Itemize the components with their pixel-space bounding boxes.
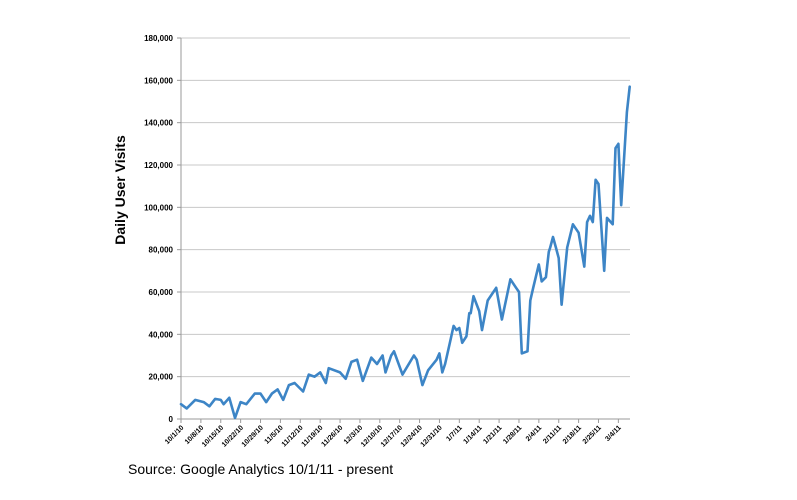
y-tick-label: 120,000 xyxy=(144,161,173,170)
series-line xyxy=(179,85,632,420)
x-tick-label: 10/1/10 xyxy=(164,424,186,446)
x-tick-label: 2/11/11 xyxy=(542,424,563,445)
y-tick-label: 160,000 xyxy=(144,76,173,85)
x-tick-label: 10/29/10 xyxy=(241,424,265,448)
x-tick-label: 3/4/11 xyxy=(604,424,623,443)
y-tick-label: 0 xyxy=(169,415,174,424)
x-tick-label: 2/25/11 xyxy=(582,424,603,445)
x-tick-label: 1/28/11 xyxy=(502,424,523,445)
y-tick-label: 140,000 xyxy=(144,119,173,128)
x-tick-label: 2/18/11 xyxy=(562,424,583,445)
y-tick-label: 20,000 xyxy=(149,373,174,382)
y-axis-tick-labels: 0 20,000 40,000 60,000 80,000 100,000 120,000 1… xyxy=(144,34,173,424)
x-axis-tick-labels: 10/1/1010/8/1010/15/1010/22/1010/29/1011… xyxy=(164,424,623,448)
gridlines xyxy=(177,37,630,423)
y-tick-label: 60,000 xyxy=(149,288,174,297)
source-note: Source: Google Analytics 10/1/11 - prese… xyxy=(128,461,394,477)
y-tick-label: 100,000 xyxy=(144,203,173,212)
y-tick-label: 80,000 xyxy=(149,246,174,255)
x-tick-label: 2/4/11 xyxy=(525,424,544,443)
y-tick-label: 180,000 xyxy=(144,34,173,43)
series-daily-user-visits xyxy=(179,85,632,420)
x-tick-label: 12/31/10 xyxy=(420,424,444,448)
x-tick-label: 1/7/11 xyxy=(445,424,464,443)
y-tick-label: 40,000 xyxy=(149,330,174,339)
x-tick-label: 11/26/10 xyxy=(321,424,345,448)
x-tick-label: 1/21/11 xyxy=(482,424,503,445)
y-axis-title: Daily User Visits xyxy=(112,135,128,245)
x-tick-label: 1/14/11 xyxy=(462,424,483,445)
